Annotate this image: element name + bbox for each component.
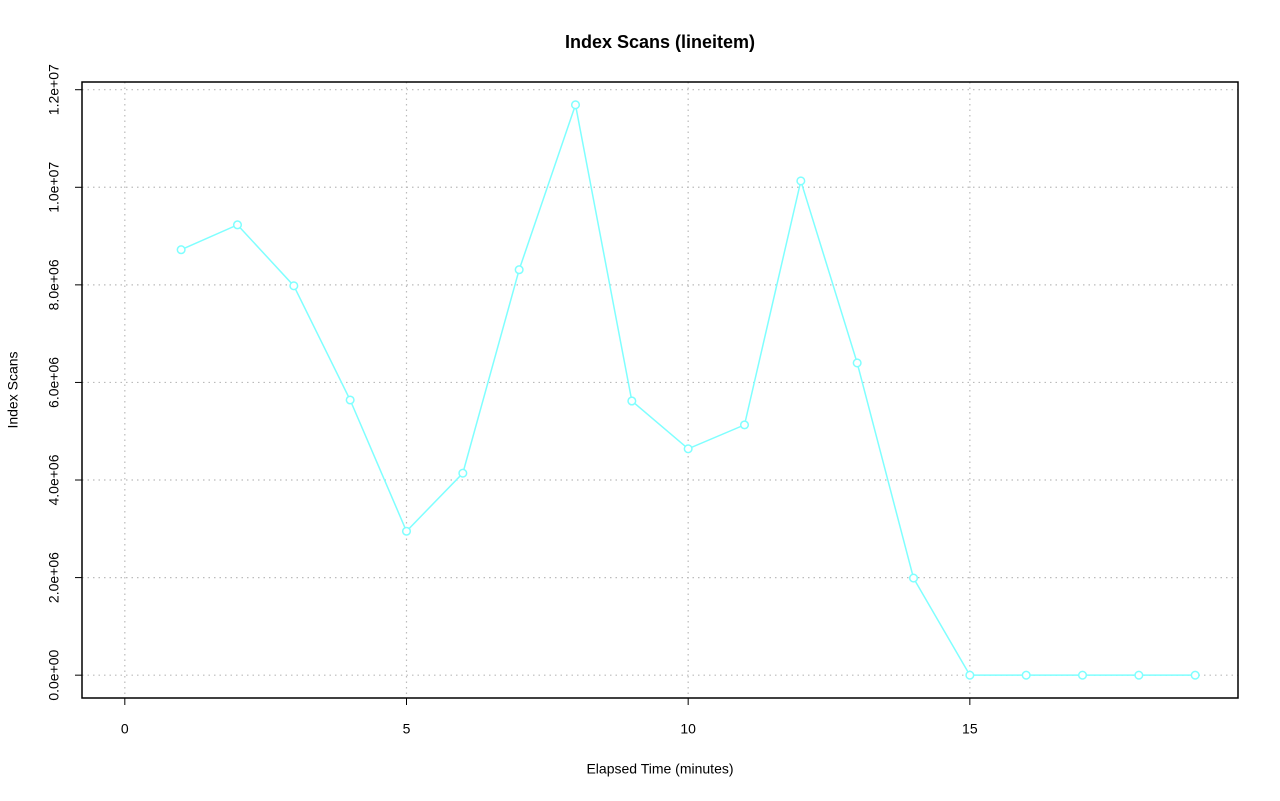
data-point <box>289 281 299 291</box>
y-tick-label: 1.2e+07 <box>46 64 62 115</box>
data-point <box>627 396 637 406</box>
data-point <box>1190 670 1200 680</box>
data-point <box>852 358 862 368</box>
data-point <box>401 526 412 536</box>
x-tick-label: 5 <box>403 721 411 737</box>
x-tick-label: 0 <box>121 721 129 737</box>
chart-title: Index Scans (lineitem) <box>565 32 755 52</box>
data-point <box>345 395 355 405</box>
y-tick-label: 4.0e+06 <box>46 454 62 505</box>
x-tick-label: 10 <box>680 721 696 737</box>
y-tick-label: 6.0e+06 <box>46 357 62 408</box>
data-point <box>458 468 468 478</box>
y-tick-label: 8.0e+06 <box>46 259 62 310</box>
data-point <box>570 100 581 110</box>
y-axis-label: Index Scans <box>5 351 21 428</box>
data-point <box>739 420 750 430</box>
data-point <box>683 444 693 454</box>
data-point <box>908 573 919 583</box>
data-point <box>1077 670 1088 680</box>
plot-frame <box>81 81 1239 699</box>
y-tick-label: 1.0e+07 <box>46 162 62 213</box>
data-point <box>176 245 186 255</box>
x-tick-label: 15 <box>962 721 978 737</box>
data-point <box>965 670 975 680</box>
data-point <box>796 176 806 186</box>
data-point <box>232 220 243 230</box>
x-axis-label: Elapsed Time (minutes) <box>586 761 733 777</box>
data-point <box>1021 670 1031 680</box>
y-tick-label: 0.0e+00 <box>46 649 62 700</box>
data-point <box>1134 670 1144 680</box>
data-point <box>514 265 524 275</box>
y-tick-label: 2.0e+06 <box>46 552 62 603</box>
